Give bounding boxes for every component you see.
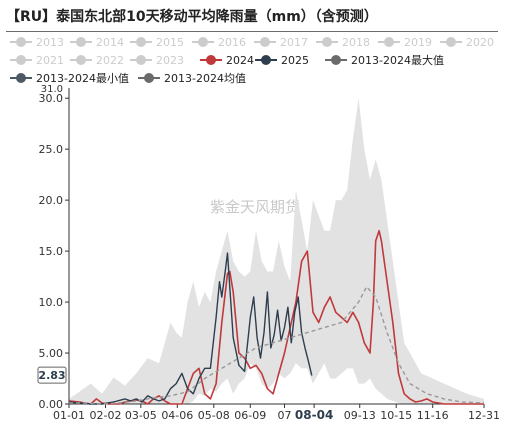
legend-marker-icon [192,36,214,48]
x-tick-label: 02-02 [89,409,121,422]
x-tick-label-highlighted: 08-04 [295,408,333,422]
legend-item-2013-2024均值[interactable]: 2013-2024均值 [138,70,246,86]
legend-label: 2017 [280,35,308,49]
legend-item-2019[interactable]: 2019 [378,34,432,50]
x-tick-label: 04-06 [161,409,193,422]
legend-marker-icon [254,36,276,48]
legend-item-2013-2024最大值[interactable]: 2013-2024最大值 [325,52,444,68]
x-tick-label: 01-01 [53,409,85,422]
legend-item-2022[interactable]: 2022 [70,52,124,68]
legend-item-2018[interactable]: 2018 [316,34,370,50]
legend-label: 2018 [342,35,370,49]
legend-marker-icon [440,36,462,48]
chart-title: 【RU】泰国东北部10天移动平均降雨量（mm）（含预测） [6,9,378,25]
y-tick-label: 25.0 [39,143,64,156]
legend-label: 2022 [96,53,124,67]
x-tick-label: 09-13 [344,409,376,422]
x-tick-label: 07 [277,409,291,422]
legend-item-2013[interactable]: 2013 [10,34,64,50]
legend-label: 2013-2024最大值 [351,54,444,67]
legend-marker-icon [10,54,32,66]
x-tick-label: 10-15 [380,409,412,422]
legend-marker-icon [316,36,338,48]
legend-label: 2021 [36,53,64,67]
legend-marker-icon [130,36,152,48]
legend-item-2020[interactable]: 2020 [440,34,494,50]
x-tick-label: 12-31 [468,409,500,422]
title-divider [6,31,498,32]
legend-marker-icon [325,54,347,66]
legend-label: 2019 [404,35,432,49]
legend-marker-icon [70,54,92,66]
legend-marker-icon [138,72,160,84]
y-tick-label: 5.00 [39,347,64,360]
y-tick-label: 10.0 [39,296,64,309]
legend-label: 2013-2024最小值 [36,72,129,85]
legend-item-2021[interactable]: 2021 [10,52,64,68]
legend-item-2015[interactable]: 2015 [130,34,184,50]
y-tick-label: 0.00 [39,398,64,411]
minmax-band [69,98,484,405]
legend-marker-icon [378,36,400,48]
legend-label: 2024 [226,53,254,67]
legend-label: 2014 [96,35,124,49]
legend-item-2025[interactable]: 2025 [255,52,309,68]
x-tick-label: 06-09 [234,409,266,422]
legend-item-2013-2024最小值[interactable]: 2013-2024最小值 [10,70,129,86]
legend-item-2023[interactable]: 2023 [130,52,184,68]
legend-label: 2013 [36,35,64,49]
legend-label: 2013-2024均值 [164,72,246,85]
current-value-box [37,366,67,384]
legend-label: 2025 [281,53,309,67]
y-tick-label: 20.0 [39,194,64,207]
legend-marker-icon [10,36,32,48]
watermark: 紫金天风期货 [210,198,300,216]
legend-item-2016[interactable]: 2016 [192,34,246,50]
y-top-label: 31.0 [41,84,63,95]
x-tick-label: 11-16 [417,409,449,422]
legend-marker-icon [200,54,222,66]
legend-label: 2023 [156,53,184,67]
legend-label: 2016 [218,35,246,49]
legend-item-2024[interactable]: 2024 [200,52,254,68]
legend-label: 2015 [156,35,184,49]
x-tick-label: 03-05 [125,409,157,422]
series-line-2013-2024均值 [69,286,485,405]
legend-marker-icon [10,72,32,84]
legend-item-2014[interactable]: 2014 [70,34,124,50]
legend-marker-icon [70,36,92,48]
legend-item-2017[interactable]: 2017 [254,34,308,50]
y-tick-label: 15.0 [39,245,64,258]
series-line-2025 [68,252,313,405]
x-tick-label: 05-08 [198,409,230,422]
legend-marker-icon [130,54,152,66]
current-value-label: 2.83 [38,369,65,382]
y-tick-label: 30.0 [39,92,64,105]
legend-label: 2020 [466,35,494,49]
legend-marker-icon [255,54,277,66]
